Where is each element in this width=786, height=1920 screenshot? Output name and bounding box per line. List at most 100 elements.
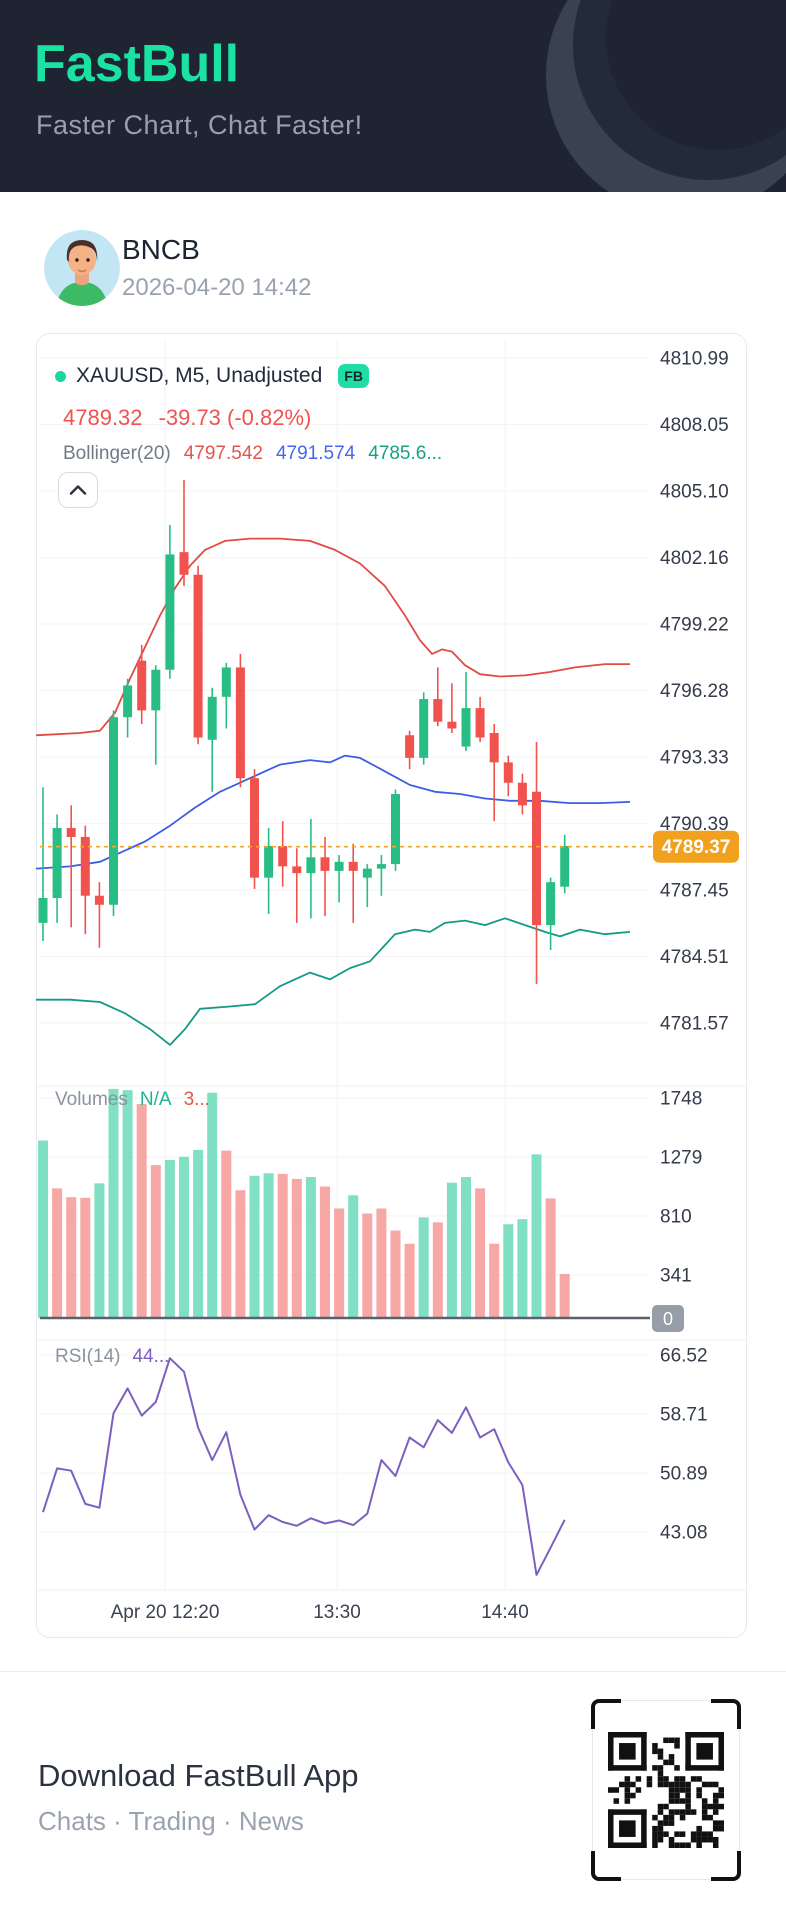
candle (292, 866, 302, 874)
candle (165, 554, 175, 670)
rsi-axis-label: 50.89 (660, 1464, 708, 1485)
candle (278, 846, 288, 867)
last-price-tag-value: 4789.37 (662, 837, 731, 858)
volume-bar (52, 1188, 63, 1318)
volume-bar (475, 1188, 486, 1318)
candle (38, 898, 48, 923)
volume-bar (418, 1217, 429, 1318)
fastbull-logo: FastBull (34, 35, 240, 93)
volume-bar (334, 1208, 345, 1318)
price-axis-label: 4808.05 (660, 415, 729, 436)
volume-bar (263, 1173, 274, 1318)
candle (80, 836, 90, 896)
rsi-value: 44... (132, 1346, 170, 1367)
candle (419, 699, 429, 758)
candle (376, 864, 386, 869)
download-qr-code (591, 1699, 741, 1881)
candle (264, 846, 274, 878)
price-axis-label: 4781.57 (660, 1014, 729, 1035)
volume-bar (545, 1198, 556, 1318)
avatar-illustration (44, 230, 120, 306)
price-axis-label: 4787.45 (660, 881, 729, 902)
collapse-indicators-button[interactable] (58, 472, 98, 508)
candle (250, 778, 259, 878)
volume-bar (249, 1175, 260, 1318)
volume-bar (94, 1183, 105, 1318)
footer-links: Chats · Trading · News (38, 1806, 304, 1836)
volume-bar (348, 1195, 359, 1318)
bollinger-lower-line (36, 917, 631, 1046)
rsi-legend-row: RSI(14) 44... (55, 1346, 169, 1368)
volume-bar (432, 1222, 443, 1318)
candle (447, 721, 457, 729)
app-header: FastBull Faster Chart, Chat Faster! (0, 0, 786, 192)
price-axis-label: 4784.51 (660, 947, 729, 968)
candle (221, 667, 231, 697)
download-app-title: Download FastBull App (38, 1758, 359, 1793)
candle (52, 827, 62, 899)
volume-bar (179, 1156, 189, 1318)
volume-bar (390, 1230, 401, 1318)
candle (193, 574, 203, 738)
price-axis-label: 4802.16 (660, 548, 729, 569)
avatar[interactable] (44, 230, 120, 306)
volume-bar (66, 1197, 77, 1318)
rsi-axis-label: 43.08 (660, 1523, 708, 1544)
qr-code-image (608, 1732, 724, 1848)
volume-axis-label: 810 (660, 1207, 692, 1228)
candle (503, 762, 513, 783)
symbol-title: XAUUSD, M5, Unadjusted (76, 364, 323, 387)
volume-bar (221, 1150, 232, 1318)
volume-bar (489, 1243, 500, 1318)
candle (560, 846, 570, 887)
time-axis-label: 13:30 (313, 1602, 361, 1623)
candle (405, 735, 415, 758)
candle (179, 552, 189, 575)
candle (546, 882, 556, 926)
volume-zero-badge (652, 1305, 684, 1332)
volume-bar (164, 1160, 175, 1318)
last-price-tag (653, 830, 739, 863)
volumes-label: Volumes (55, 1089, 128, 1110)
candle (66, 827, 76, 837)
volume-bar (291, 1178, 302, 1318)
bollinger-middle-value: 4791.574 (275, 443, 356, 464)
bollinger-lower-value: 4785.6... (368, 443, 443, 464)
candle (362, 868, 372, 878)
price-axis-label: 4810.99 (660, 349, 729, 370)
volume-bar (517, 1219, 528, 1318)
volume-bar (446, 1182, 457, 1318)
volume-bar (207, 1092, 218, 1318)
header-tagline: Faster Chart, Chat Faster! (36, 110, 363, 140)
time-axis-label: 14:40 (481, 1602, 529, 1623)
fb-brand-badge: FB (338, 364, 369, 388)
volume-bar (235, 1190, 246, 1318)
price-axis-label: 4805.10 (660, 482, 729, 503)
volume-legend-row: Volumes N/A 3... (55, 1089, 210, 1111)
time-axis-label: Apr 20 12:20 (111, 1602, 220, 1623)
candle (532, 791, 541, 926)
qr-corner-icon (711, 1851, 741, 1881)
price-axis-label: 4799.22 (660, 615, 729, 636)
candle (235, 667, 245, 779)
volume-bar (461, 1177, 471, 1318)
volume-bar (362, 1213, 373, 1318)
candle (207, 696, 217, 740)
volume-bar (80, 1197, 91, 1318)
user-row: BNCB 2026-04-20 14:42 (0, 228, 786, 314)
candle (109, 717, 118, 905)
rsi-line (42, 1357, 566, 1576)
volume-bar (108, 1088, 119, 1318)
volume-bar (531, 1154, 542, 1318)
candle (433, 699, 443, 722)
volume-bar (193, 1149, 204, 1318)
price-axis-label: 4796.28 (660, 681, 729, 702)
volumes-na-value: N/A (139, 1089, 172, 1110)
volume-bar (277, 1173, 288, 1318)
volume-bar (38, 1140, 48, 1318)
footer-divider (0, 1671, 786, 1672)
symbol-status-dot-icon (55, 370, 66, 382)
rsi-label: RSI(14) (55, 1346, 121, 1367)
chart-card (36, 333, 747, 1638)
